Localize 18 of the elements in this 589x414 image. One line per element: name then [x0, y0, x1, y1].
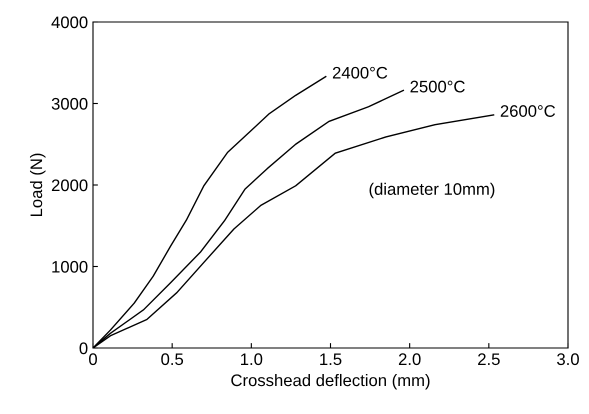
x-tick-label: 1.5	[320, 353, 342, 366]
x-tick-label: 2.0	[398, 353, 421, 366]
y-tick-label: 0	[80, 342, 88, 354]
y-tick-label: 1000	[52, 260, 88, 273]
y-axis-title: Load (N)	[30, 154, 46, 216]
series-label: 2400°C	[332, 66, 388, 79]
series-label: 2500°C	[410, 80, 465, 92]
x-tick-label: 0	[89, 353, 97, 366]
y-tick-label: 2000	[52, 179, 88, 192]
y-tick-label: 3000	[52, 98, 88, 110]
x-axis-title: Crosshead deflection (mm)	[231, 374, 430, 390]
y-tick-label: 4000	[51, 16, 88, 28]
annotation: (diameter 10mm)	[370, 182, 494, 198]
x-tick-label: 1.0	[241, 353, 262, 366]
x-tick-label: 2.5	[478, 353, 500, 366]
x-tick-label: 0.5	[161, 353, 184, 366]
x-tick-label: 3.0	[557, 353, 579, 366]
series-label: 2600°C	[500, 105, 556, 117]
